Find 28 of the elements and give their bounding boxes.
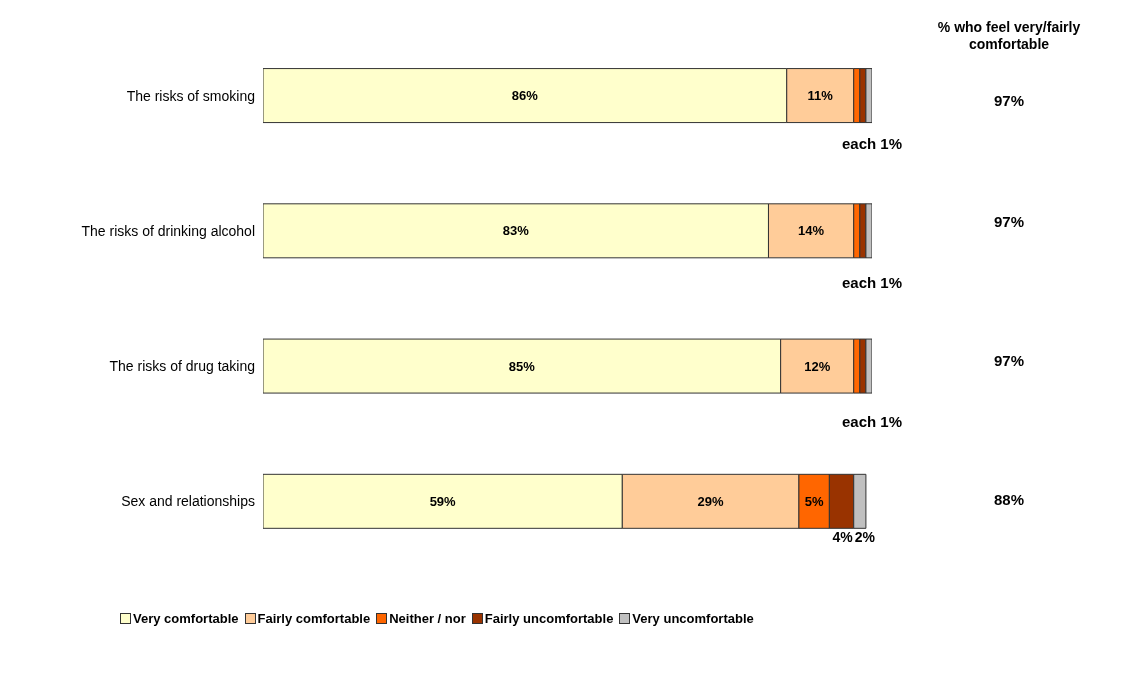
text: 97% — [993, 212, 1025, 230]
legend-label: Fairly comfortable — [256, 611, 371, 626]
text: 97% — [993, 351, 1025, 369]
y-tick-label: The risks of smoking — [126, 87, 255, 104]
text: 97% — [993, 91, 1025, 109]
data-label: 29% — [697, 493, 725, 509]
data-label: 86% — [511, 88, 539, 104]
legend-label: Fairly uncomfortable — [483, 611, 614, 626]
annotation: each 1% — [841, 135, 903, 152]
data-label: 5% — [804, 493, 824, 509]
text: 88% — [993, 490, 1025, 508]
legend-label: Very uncomfortable — [631, 611, 754, 626]
legend-label: Neither / nor — [388, 611, 466, 626]
annotation: each 1% — [841, 413, 903, 430]
data-label: 4% — [832, 529, 854, 546]
data-label: 83% — [502, 223, 530, 239]
y-tick-label: The risks of drinking alcohol — [81, 222, 255, 239]
text: % who feel very/fairly comfortable — [937, 19, 1081, 52]
y-tick-label: Sex and relationships — [121, 493, 255, 510]
data-label: 11% — [807, 88, 834, 104]
legend-label: Very comfortable — [132, 611, 239, 626]
data-label: 14% — [798, 223, 825, 239]
data-label: 12% — [804, 358, 831, 374]
data-label: 59% — [429, 493, 457, 509]
data-label: 2% — [854, 529, 876, 546]
data-label: 85% — [508, 358, 536, 374]
annotation: each 1% — [841, 274, 903, 291]
y-tick-label: The risks of drug taking — [109, 358, 255, 375]
